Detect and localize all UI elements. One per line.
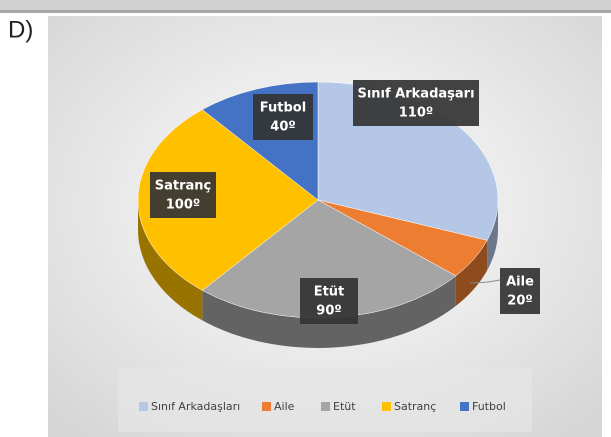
data-label-value: 20º xyxy=(507,294,532,309)
data-label-box xyxy=(353,80,479,126)
legend-label: Satranç xyxy=(394,400,436,413)
data-label-name: Aile xyxy=(506,275,534,290)
data-label-box xyxy=(150,172,216,218)
legend-swatch xyxy=(321,402,330,411)
data-label-name: Satranç xyxy=(155,179,212,194)
pie-slice xyxy=(137,109,319,291)
data-label-name: Sınıf Arkadaşarı xyxy=(357,87,474,102)
pie-side xyxy=(138,200,203,321)
legend-box xyxy=(118,368,532,432)
legend-swatch xyxy=(382,402,391,411)
data-label-value: 100º xyxy=(166,198,200,213)
leader-line xyxy=(469,279,501,284)
pie-side xyxy=(487,200,498,271)
option-label: D) xyxy=(8,16,33,43)
top-bar xyxy=(0,0,611,12)
data-label-name: Futbol xyxy=(260,101,306,116)
data-label-name: Etüt xyxy=(314,285,345,300)
legend-label: Aile xyxy=(274,400,295,413)
legend-label: Sınıf Arkadaşları xyxy=(151,400,240,413)
legend-swatch xyxy=(139,402,148,411)
data-label-value: 110º xyxy=(399,106,433,121)
legend-swatch xyxy=(262,402,271,411)
data-label-box xyxy=(300,278,358,324)
data-label-value: 40º xyxy=(270,120,295,135)
data-label-box xyxy=(253,94,313,140)
pie-side xyxy=(455,240,488,306)
legend-label: Futbol xyxy=(472,400,506,413)
legend-swatch xyxy=(460,402,469,411)
pie-side xyxy=(202,275,456,348)
legend-label: Etüt xyxy=(333,400,356,413)
data-label-box xyxy=(500,268,540,314)
data-label-value: 90º xyxy=(316,304,341,319)
top-bar-line xyxy=(0,10,611,13)
